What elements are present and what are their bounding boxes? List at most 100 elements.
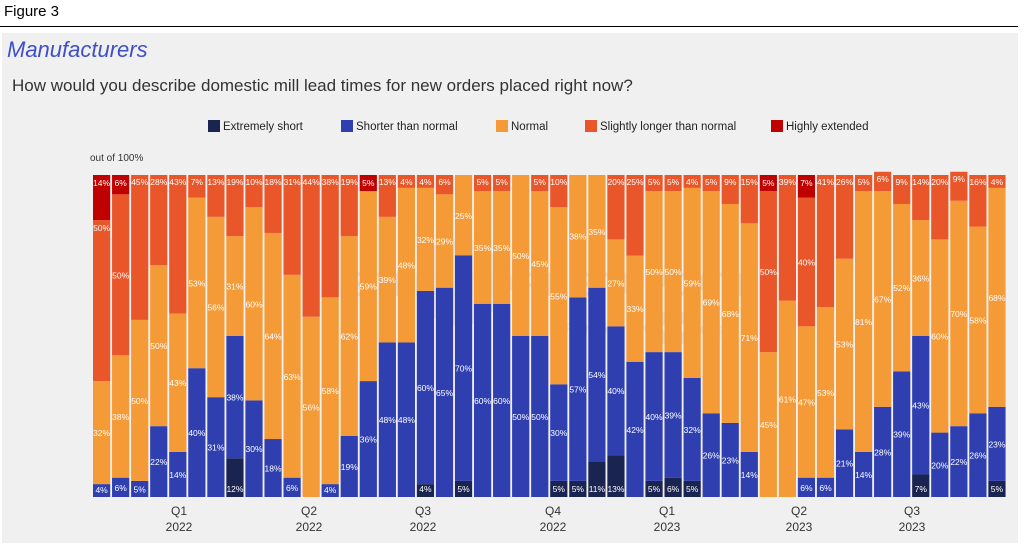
bar-segment-shorter bbox=[150, 426, 168, 497]
bar-segment-normal bbox=[626, 255, 644, 362]
x-axis: Q1 2022 Q2 2022 Q3 2022 Q4 2022 Q1 2023 Q2 2023 Q3 20… bbox=[166, 504, 926, 534]
figure-divider bbox=[0, 26, 1018, 27]
data-label: 48% bbox=[379, 415, 396, 425]
data-label: 35% bbox=[493, 243, 510, 253]
data-label: 5% bbox=[705, 177, 718, 187]
data-label: 25% bbox=[626, 177, 643, 187]
legend-swatch-extremely-short bbox=[208, 120, 220, 132]
bar-segment-extremely-short bbox=[607, 455, 625, 497]
data-label: 20% bbox=[931, 460, 948, 470]
bar-segment-shorter bbox=[378, 342, 396, 497]
bar-segment-slightly-longer bbox=[721, 175, 739, 204]
x-tick-year: 2023 bbox=[899, 520, 926, 534]
data-label: 45% bbox=[531, 259, 548, 269]
data-label: 56% bbox=[303, 402, 320, 412]
x-tick-year: 2022 bbox=[166, 520, 193, 534]
bar-segment-normal bbox=[797, 326, 816, 478]
bar-segment-normal bbox=[454, 175, 473, 256]
bar-segment-shorter bbox=[645, 352, 663, 481]
data-label: 52% bbox=[893, 283, 910, 293]
bar-segment-shorter bbox=[931, 432, 949, 497]
bar-segment-normal bbox=[569, 175, 587, 298]
bar-segment-shorter bbox=[264, 439, 282, 497]
legend-item-extremely-short: Extremely short bbox=[208, 120, 303, 136]
bar-segment-slightly-longer bbox=[416, 175, 435, 188]
bar-segment-highly-extended bbox=[759, 175, 777, 192]
data-label: 11% bbox=[589, 484, 606, 494]
bar-segment-normal bbox=[302, 316, 320, 497]
bar-segment-shorter bbox=[988, 406, 1006, 481]
bar-segment-normal bbox=[474, 191, 492, 304]
bar-segment-normal bbox=[664, 191, 682, 353]
data-label: 27% bbox=[607, 278, 624, 288]
bar-segment-shorter bbox=[416, 290, 435, 485]
bar-segment-extremely-short bbox=[416, 484, 435, 497]
bar-segment-extremely-short bbox=[664, 477, 682, 497]
bar-segment-shorter bbox=[454, 255, 473, 481]
bar-segment-slightly-longer bbox=[931, 175, 949, 240]
data-label: 6% bbox=[800, 483, 813, 493]
x-tick-quarter: Q3 bbox=[904, 504, 920, 518]
data-label: 23% bbox=[988, 439, 1005, 449]
bar-segment-normal bbox=[969, 226, 987, 414]
data-label: 62% bbox=[341, 332, 358, 342]
legend-label: Normal bbox=[511, 121, 549, 133]
bar-segment-shorter bbox=[207, 397, 225, 497]
bar-segment-normal bbox=[931, 239, 949, 433]
x-tick-quarter: Q3 bbox=[415, 504, 431, 518]
bar-segment-normal bbox=[950, 200, 968, 427]
data-label: 53% bbox=[188, 278, 205, 288]
data-label: 4% bbox=[419, 484, 432, 494]
data-label: 60% bbox=[493, 396, 510, 406]
data-label: 6% bbox=[877, 174, 890, 184]
data-label: 50% bbox=[93, 223, 110, 233]
data-label: 4% bbox=[686, 177, 699, 187]
data-label: 26% bbox=[969, 451, 986, 461]
data-label: 63% bbox=[284, 372, 301, 382]
data-label: 35% bbox=[474, 243, 491, 253]
bar-segment-extremely-short bbox=[454, 480, 473, 497]
bar-segment-shorter bbox=[131, 480, 149, 497]
bar-segment-slightly-longer bbox=[93, 220, 111, 382]
bar-segment-extremely-short bbox=[550, 480, 568, 497]
data-label: 13% bbox=[207, 177, 224, 187]
data-label: 44% bbox=[303, 177, 320, 187]
data-label: 54% bbox=[588, 370, 605, 380]
data-label: 9% bbox=[896, 177, 909, 187]
unit-note: out of 100% bbox=[90, 153, 144, 164]
bar-segment-normal bbox=[835, 258, 854, 430]
data-label: 15% bbox=[741, 177, 758, 187]
data-label: 5% bbox=[457, 484, 470, 494]
bar-segment-shorter bbox=[721, 422, 739, 497]
bar-segment-slightly-longer bbox=[855, 175, 873, 192]
bar-segment-normal bbox=[435, 194, 454, 288]
bar-segment-normal bbox=[683, 187, 701, 378]
data-label: 12% bbox=[226, 484, 243, 494]
bar-segment-normal bbox=[93, 381, 111, 485]
data-label: 5% bbox=[553, 484, 566, 494]
bar-segment-slightly-longer bbox=[874, 171, 892, 192]
data-label: 59% bbox=[684, 278, 701, 288]
data-label: 81% bbox=[855, 317, 872, 327]
bar-segment-slightly-longer bbox=[626, 175, 644, 256]
bar-segment-normal bbox=[150, 265, 168, 427]
x-tick-year: 2022 bbox=[410, 520, 437, 534]
bar-segment-highly-extended bbox=[93, 175, 111, 221]
data-label: 41% bbox=[817, 177, 834, 187]
bar-segment-slightly-longer bbox=[188, 175, 206, 198]
bar-segment-shorter bbox=[93, 484, 111, 497]
data-label: 39% bbox=[893, 430, 910, 440]
bar-segment-normal bbox=[607, 239, 625, 327]
legend-swatch-normal bbox=[496, 120, 508, 132]
data-label: 19% bbox=[226, 177, 243, 187]
data-label: 48% bbox=[398, 415, 415, 425]
data-label: 39% bbox=[665, 410, 682, 420]
data-label: 67% bbox=[874, 294, 891, 304]
bar-segment-shorter bbox=[321, 484, 339, 497]
data-label: 22% bbox=[950, 457, 967, 467]
bar-segment-shorter bbox=[340, 435, 358, 497]
data-label: 50% bbox=[131, 396, 148, 406]
data-label: 21% bbox=[836, 459, 853, 469]
bar-segment-normal bbox=[778, 300, 796, 497]
bar-segment-normal bbox=[702, 191, 720, 414]
